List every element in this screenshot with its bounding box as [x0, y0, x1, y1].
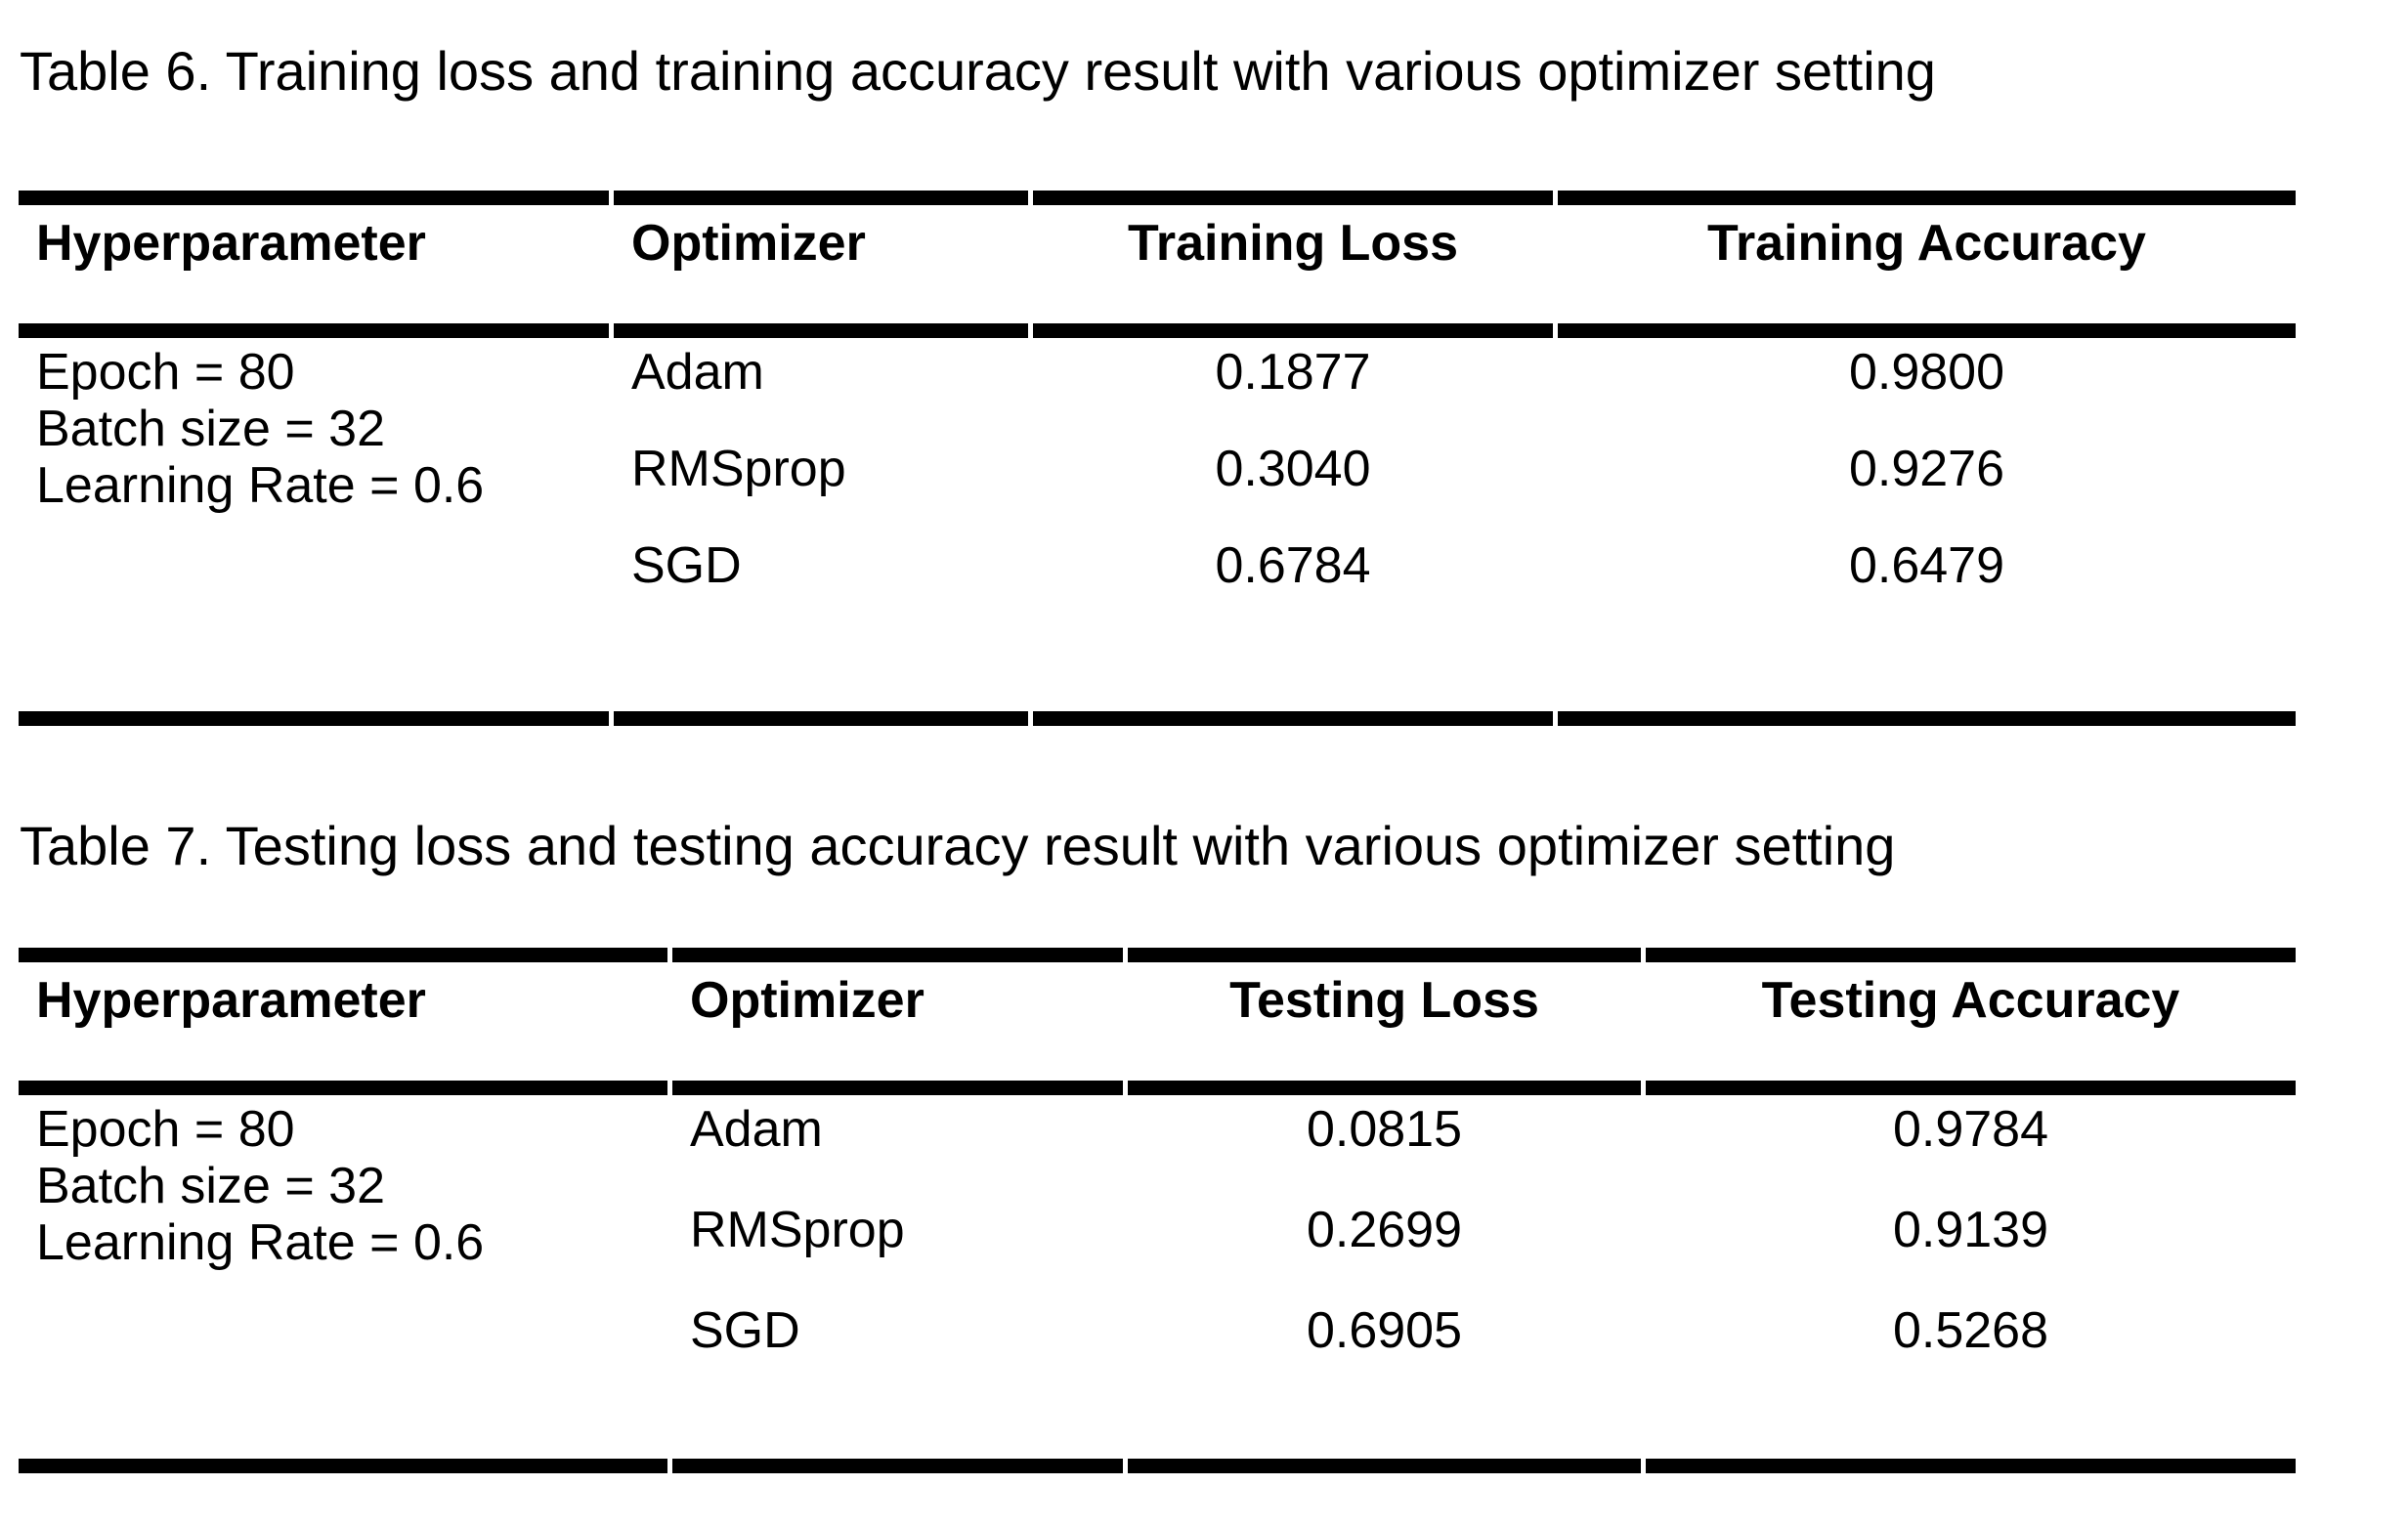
- hyperparameter-epoch: Epoch = 80: [36, 1101, 295, 1158]
- table-row: RMSprop 0.3040 0.9276: [19, 435, 2296, 531]
- table-row: SGD 0.6784 0.6479: [19, 531, 2296, 726]
- table6-sgd-training-loss: 0.6784: [1033, 531, 1553, 726]
- table-row: RMSprop 0.2699 0.9139: [19, 1196, 2296, 1296]
- table6-optimizer-adam: Adam: [631, 344, 764, 401]
- hyperparameter-epoch: Epoch = 80: [36, 344, 295, 401]
- table6: Hyperparameter Optimizer Training Loss T…: [14, 191, 2300, 726]
- table6-adam-training-loss: 0.1877: [1215, 344, 1371, 401]
- hyperparameter-learning-rate: Learning Rate = 0.6: [36, 1214, 485, 1271]
- table7-caption: Table 7. Testing loss and testing accura…: [20, 815, 1896, 876]
- table7-col-testing-accuracy: Testing Accuracy: [1646, 948, 2296, 1095]
- table6-caption: Table 6. Training loss and training accu…: [20, 40, 1936, 102]
- table6-sgd-training-accuracy: 0.6479: [1558, 531, 2296, 726]
- table6-adam-training-accuracy: 0.9800: [1848, 344, 2005, 401]
- table7-adam-testing-loss: 0.0815: [1306, 1101, 1463, 1158]
- table6-hyperparameter-cell: Epoch = 80 Batch size = 32 Learning Rate…: [19, 338, 609, 726]
- table6-col-hyperparameter: Hyperparameter: [19, 191, 609, 338]
- table6-rmsprop-training-accuracy: 0.9276: [1848, 441, 2005, 497]
- hyperparameter-learning-rate: Learning Rate = 0.6: [36, 457, 485, 514]
- table7-sgd-testing-accuracy: 0.5268: [1646, 1296, 2296, 1473]
- table-row: Epoch = 80 Batch size = 32 Learning Rate…: [19, 338, 2296, 726]
- table7-hyperparameter-cell: Epoch = 80 Batch size = 32 Learning Rate…: [19, 1095, 667, 1473]
- table6-col-training-accuracy: Training Accuracy: [1558, 191, 2296, 338]
- table7-optimizer-sgd: SGD: [672, 1296, 1123, 1473]
- table7-header-row: Hyperparameter Optimizer Testing Loss Te…: [19, 948, 2296, 1095]
- table7-optimizer-adam: Adam: [690, 1101, 823, 1158]
- table7-optimizer-rmsprop: RMSprop: [690, 1202, 905, 1258]
- table6-optimizer-sgd: SGD: [614, 531, 1028, 726]
- table7-adam-testing-accuracy: 0.9784: [1892, 1101, 2049, 1158]
- table7-rmsprop-testing-accuracy: 0.9139: [1892, 1202, 2049, 1258]
- table6-rmsprop-training-loss: 0.3040: [1215, 441, 1371, 497]
- table-row: SGD 0.6905 0.5268: [19, 1296, 2296, 1473]
- table6-col-optimizer: Optimizer: [614, 191, 1028, 338]
- hyperparameter-batch-size: Batch size = 32: [36, 1158, 385, 1214]
- table7-rmsprop-testing-loss: 0.2699: [1306, 1202, 1463, 1258]
- table6-optimizer-rmsprop: RMSprop: [631, 441, 846, 497]
- table7-sgd-testing-loss: 0.6905: [1128, 1296, 1641, 1473]
- table-row: Epoch = 80 Batch size = 32 Learning Rate…: [19, 1095, 2296, 1473]
- table7: Hyperparameter Optimizer Testing Loss Te…: [14, 948, 2300, 1473]
- hyperparameter-batch-size: Batch size = 32: [36, 401, 385, 457]
- table7-col-optimizer: Optimizer: [672, 948, 1123, 1095]
- table7-col-testing-loss: Testing Loss: [1128, 948, 1641, 1095]
- table7-col-hyperparameter: Hyperparameter: [19, 948, 667, 1095]
- table6-col-training-loss: Training Loss: [1033, 191, 1553, 338]
- table6-header-row: Hyperparameter Optimizer Training Loss T…: [19, 191, 2296, 338]
